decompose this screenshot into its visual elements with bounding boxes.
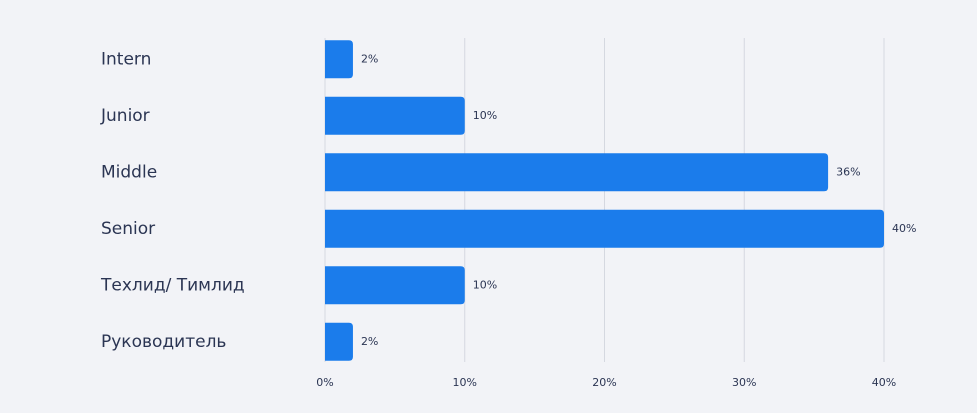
bar xyxy=(325,209,884,248)
bar xyxy=(325,96,465,135)
x-tick-label: 20% xyxy=(592,376,616,389)
bar xyxy=(325,153,829,192)
y-tick-label: Senior xyxy=(101,219,155,239)
y-tick-label: Junior xyxy=(100,106,150,126)
value-label: 2% xyxy=(361,335,378,348)
y-tick-label: Руководитель xyxy=(101,332,226,352)
bar xyxy=(325,322,353,361)
bar xyxy=(325,266,465,305)
value-label: 10% xyxy=(473,278,497,291)
y-tick-label: Intern xyxy=(101,49,151,69)
y-tick-label: Техлид/ Тимлид xyxy=(100,275,245,295)
bar xyxy=(325,40,353,79)
x-tick-label: 10% xyxy=(453,376,477,389)
x-tick-label: 40% xyxy=(872,376,896,389)
x-tick-label: 30% xyxy=(732,376,756,389)
value-label: 36% xyxy=(836,165,860,178)
x-tick-label: 0% xyxy=(316,376,333,389)
y-tick-label: Middle xyxy=(101,162,157,182)
value-label: 10% xyxy=(473,109,497,122)
value-label: 40% xyxy=(892,222,916,235)
value-label: 2% xyxy=(361,52,378,65)
